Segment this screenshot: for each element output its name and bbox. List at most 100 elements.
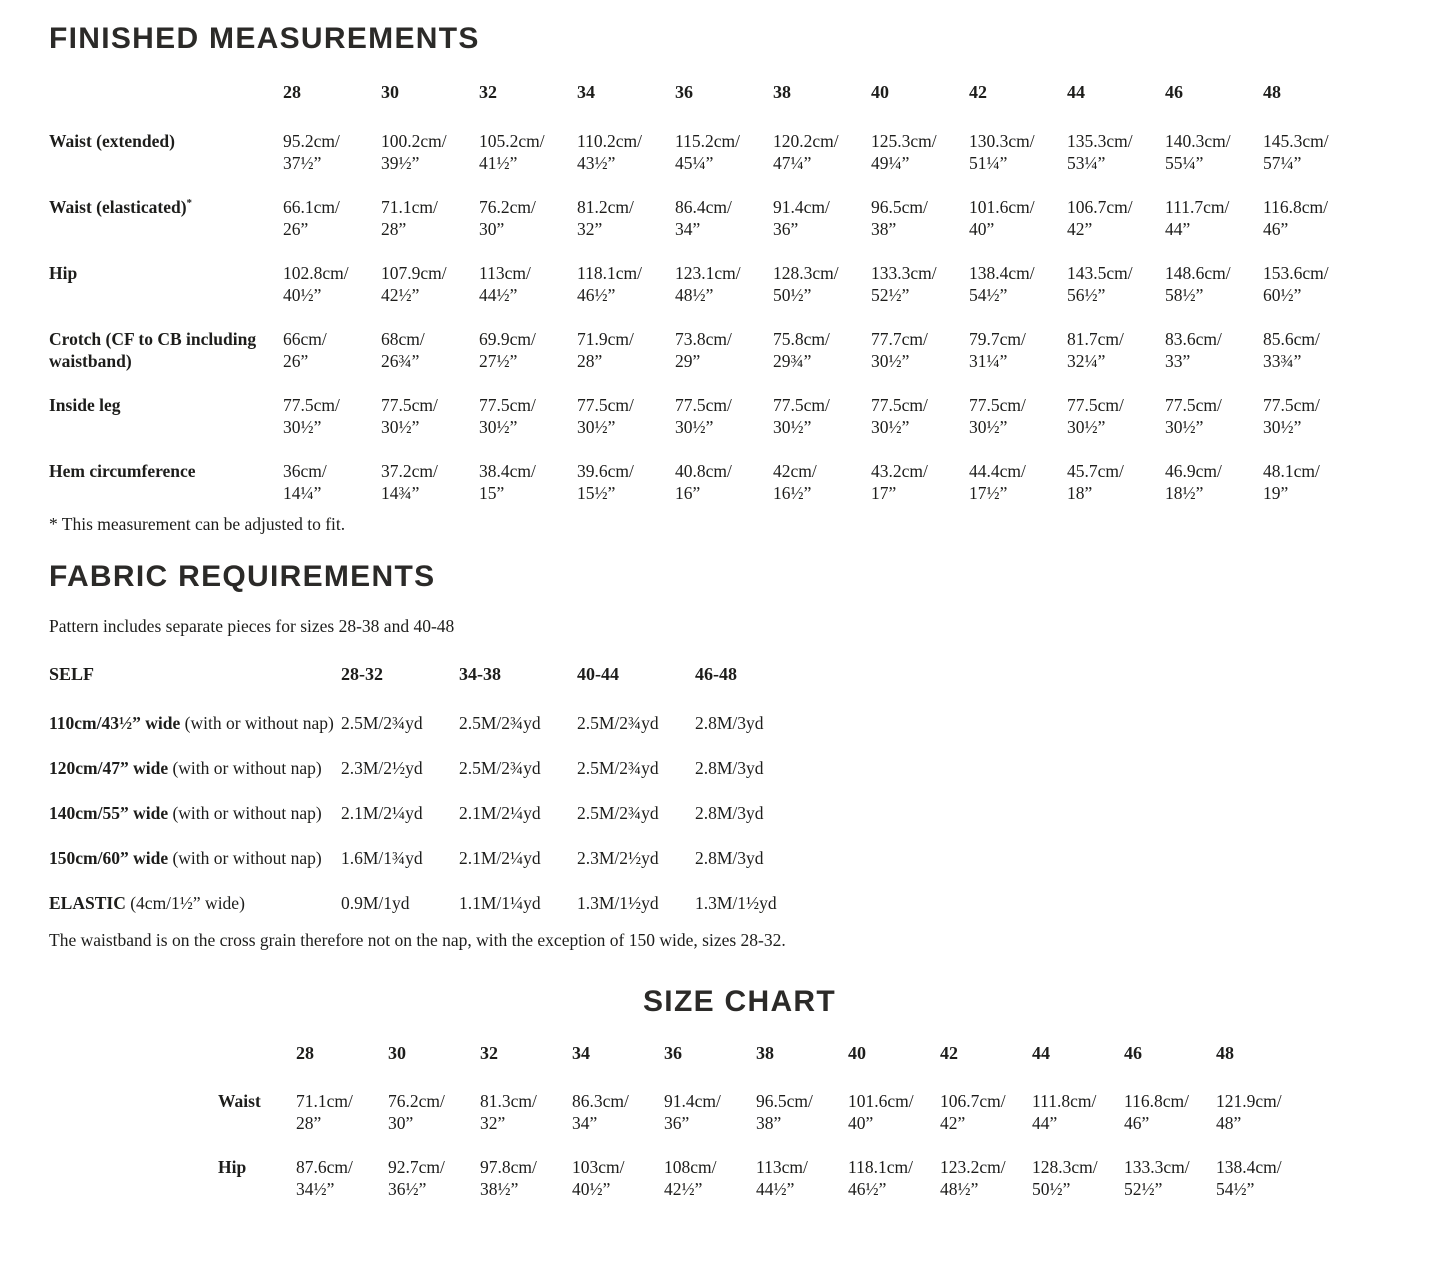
finished-measurements-cm-value: 77.5cm/ — [381, 395, 438, 415]
finished-measurements-cm-value: 69.9cm/ — [479, 329, 536, 349]
finished-measurements-footnote-marker: * — [186, 197, 193, 210]
size-chart-measurement-cell: 76.2cm/30” — [388, 1090, 480, 1134]
finished-measurements-cm-value: 102.8cm/ — [283, 263, 349, 283]
finished-measurements-cm-value: 118.1cm/ — [577, 263, 642, 283]
fabric-requirements-yardage-cell: 0.9M/1yd — [341, 893, 410, 913]
size-chart-measurement-cell: 103cm/40½” — [572, 1156, 664, 1200]
size-chart-cm-value: 91.4cm/ — [664, 1091, 721, 1111]
fabric-requirements-row-label-bold: 120cm/47” wide — [49, 758, 169, 778]
finished-measurements-inch-value: 30½” — [1067, 417, 1106, 437]
size-chart-table: 28 30 32 34 36 38 40 42 44 46 48 Waist 71.1cm/28” 76.… — [218, 1042, 1308, 1200]
finished-measurements-measurement-cell: 148.6cm/58½” — [1165, 262, 1263, 306]
finished-measurements-cm-value: 77.5cm/ — [969, 395, 1026, 415]
finished-measurements-inch-value: 40” — [969, 219, 995, 239]
fabric-requirements-yardage-cell: 1.3M/1½yd — [577, 893, 659, 913]
finished-measurements-inch-value: 47¼” — [773, 153, 812, 173]
finished-measurements-measurement-cell: 77.5cm/30½” — [381, 394, 479, 438]
finished-measurements-measurement-cell: 110.2cm/43½” — [577, 130, 675, 174]
finished-measurements-inch-value: 46” — [1263, 219, 1289, 239]
finished-measurements-cm-value: 128.3cm/ — [773, 263, 839, 283]
finished-measurements-measurement-cell: 100.2cm/39½” — [381, 130, 479, 174]
finished-measurements-cm-value: 42cm/ — [773, 461, 817, 481]
finished-measurements-cm-value: 76.2cm/ — [479, 197, 536, 217]
finished-measurements-inch-value: 55¼” — [1165, 153, 1204, 173]
finished-measurements-cm-value: 101.6cm/ — [969, 197, 1035, 217]
finished-measurements-cm-value: 81.7cm/ — [1067, 329, 1124, 349]
size-chart-cm-value: 118.1cm/ — [848, 1157, 913, 1177]
fabric-requirements-yardage-cell: 1.3M/1½yd — [695, 893, 777, 913]
size-chart-inch-value: 46” — [1124, 1113, 1150, 1133]
size-chart-measurement-cell: 113cm/44½” — [756, 1156, 848, 1200]
finished-measurements-measurement-cell: 77.5cm/30½” — [479, 394, 577, 438]
finished-measurements-measurement-cell: 130.3cm/51¼” — [969, 130, 1067, 174]
size-chart-measurement-cell: 118.1cm/46½” — [848, 1156, 940, 1200]
finished-measurements-cm-value: 153.6cm/ — [1263, 263, 1329, 283]
size-chart-cm-value: 101.6cm/ — [848, 1091, 914, 1111]
size-chart-cm-value: 96.5cm/ — [756, 1091, 813, 1111]
finished-measurements-cm-value: 36cm/ — [283, 461, 327, 481]
finished-measurements-inch-value: 16½” — [773, 483, 812, 503]
finished-measurements-inch-value: 31¼” — [969, 351, 1008, 371]
size-chart-cm-value: 103cm/ — [572, 1157, 625, 1177]
finished-measurements-measurement-cell: 101.6cm/40” — [969, 196, 1067, 240]
finished-measurements-size-column-header: 30 — [381, 82, 399, 102]
finished-measurements-inch-value: 30½” — [871, 351, 910, 371]
finished-measurements-inch-value: 30½” — [577, 417, 616, 437]
finished-measurements-inch-value: 19” — [1263, 483, 1289, 503]
size-chart-inch-value: 50½” — [1032, 1179, 1071, 1199]
finished-measurements-cm-value: 77.5cm/ — [1263, 395, 1320, 415]
finished-measurements-inch-value: 14¼” — [283, 483, 322, 503]
finished-measurements-cm-value: 135.3cm/ — [1067, 131, 1133, 151]
size-chart-measurement-cell: 97.8cm/38½” — [480, 1156, 572, 1200]
finished-measurements-cm-value: 96.5cm/ — [871, 197, 928, 217]
finished-measurements-inch-value: 26” — [283, 351, 309, 371]
finished-measurements-cm-value: 148.6cm/ — [1165, 263, 1231, 283]
size-chart-cm-value: 138.4cm/ — [1216, 1157, 1282, 1177]
finished-measurements-inch-value: 49¼” — [871, 153, 910, 173]
size-chart-size-column-header: 48 — [1216, 1043, 1234, 1063]
finished-measurements-cm-value: 45.7cm/ — [1067, 461, 1124, 481]
finished-measurements-inch-value: 43½” — [577, 153, 616, 173]
size-chart-measurement-cell: 138.4cm/54½” — [1216, 1156, 1308, 1200]
finished-measurements-measurement-cell: 120.2cm/47¼” — [773, 130, 871, 174]
finished-measurements-inch-value: 32¼” — [1067, 351, 1106, 371]
size-chart-size-column-header: 42 — [940, 1043, 958, 1063]
finished-measurements-inch-value: 46½” — [577, 285, 616, 305]
finished-measurements-size-column-header: 32 — [479, 82, 497, 102]
fabric-requirements-row-label-rest: (4cm/1½” wide) — [125, 893, 245, 913]
finished-measurements-measurement-cell: 113cm/44½” — [479, 262, 577, 306]
finished-measurements-row-label: Crotch (CF to CB including waistband) — [49, 329, 257, 371]
finished-measurements-size-column-header: 36 — [675, 82, 693, 102]
finished-measurements-inch-value: 30½” — [675, 417, 714, 437]
size-chart-measurement-cell: 86.3cm/34” — [572, 1090, 664, 1134]
finished-measurements-cm-value: 86.4cm/ — [675, 197, 732, 217]
finished-measurements-measurement-cell: 85.6cm/33¾” — [1263, 328, 1361, 372]
fabric-requirements-yardage-cell: 2.5M/2¾yd — [577, 803, 659, 823]
fabric-requirements-row-label-rest: (with or without nap) — [180, 713, 334, 733]
finished-measurements-measurement-cell: 77.5cm/30½” — [283, 394, 381, 438]
finished-measurements-cm-value: 123.1cm/ — [675, 263, 741, 283]
fabric-requirements-row-label-bold: ELASTIC — [49, 893, 126, 913]
finished-measurements-inch-value: 30½” — [1165, 417, 1204, 437]
fabric-requirements-table: SELF 28-32 34-38 40-44 46-48 110cm/43½” wide … — [49, 663, 813, 914]
size-chart-measurement-cell: 128.3cm/50½” — [1032, 1156, 1124, 1200]
size-chart-inch-value: 38½” — [480, 1179, 519, 1199]
finished-measurements-cm-value: 71.9cm/ — [577, 329, 634, 349]
size-chart-size-column-header: 44 — [1032, 1043, 1050, 1063]
finished-measurements-inch-value: 15½” — [577, 483, 616, 503]
finished-measurements-cm-value: 91.4cm/ — [773, 197, 830, 217]
finished-measurements-measurement-cell: 37.2cm/14¾” — [381, 460, 479, 504]
fabric-requirements-size-group-header: 34-38 — [459, 664, 501, 684]
finished-measurements-inch-value: 60½” — [1263, 285, 1302, 305]
size-chart-inch-value: 28” — [296, 1113, 322, 1133]
finished-measurements-inch-value: 41½” — [479, 153, 518, 173]
finished-measurements-cm-value: 111.7cm/ — [1165, 197, 1230, 217]
finished-measurements-cm-value: 125.3cm/ — [871, 131, 937, 151]
fabric-requirements-row-label-bold: 150cm/60” wide — [49, 848, 169, 868]
size-chart-cm-value: 76.2cm/ — [388, 1091, 445, 1111]
finished-measurements-row-label: Waist (elasticated)* — [49, 197, 193, 217]
finished-measurements-cm-value: 77.5cm/ — [479, 395, 536, 415]
size-chart-inch-value: 44” — [1032, 1113, 1058, 1133]
size-chart-title: SIZE CHART — [643, 985, 836, 1018]
finished-measurements-inch-value: 36” — [773, 219, 799, 239]
